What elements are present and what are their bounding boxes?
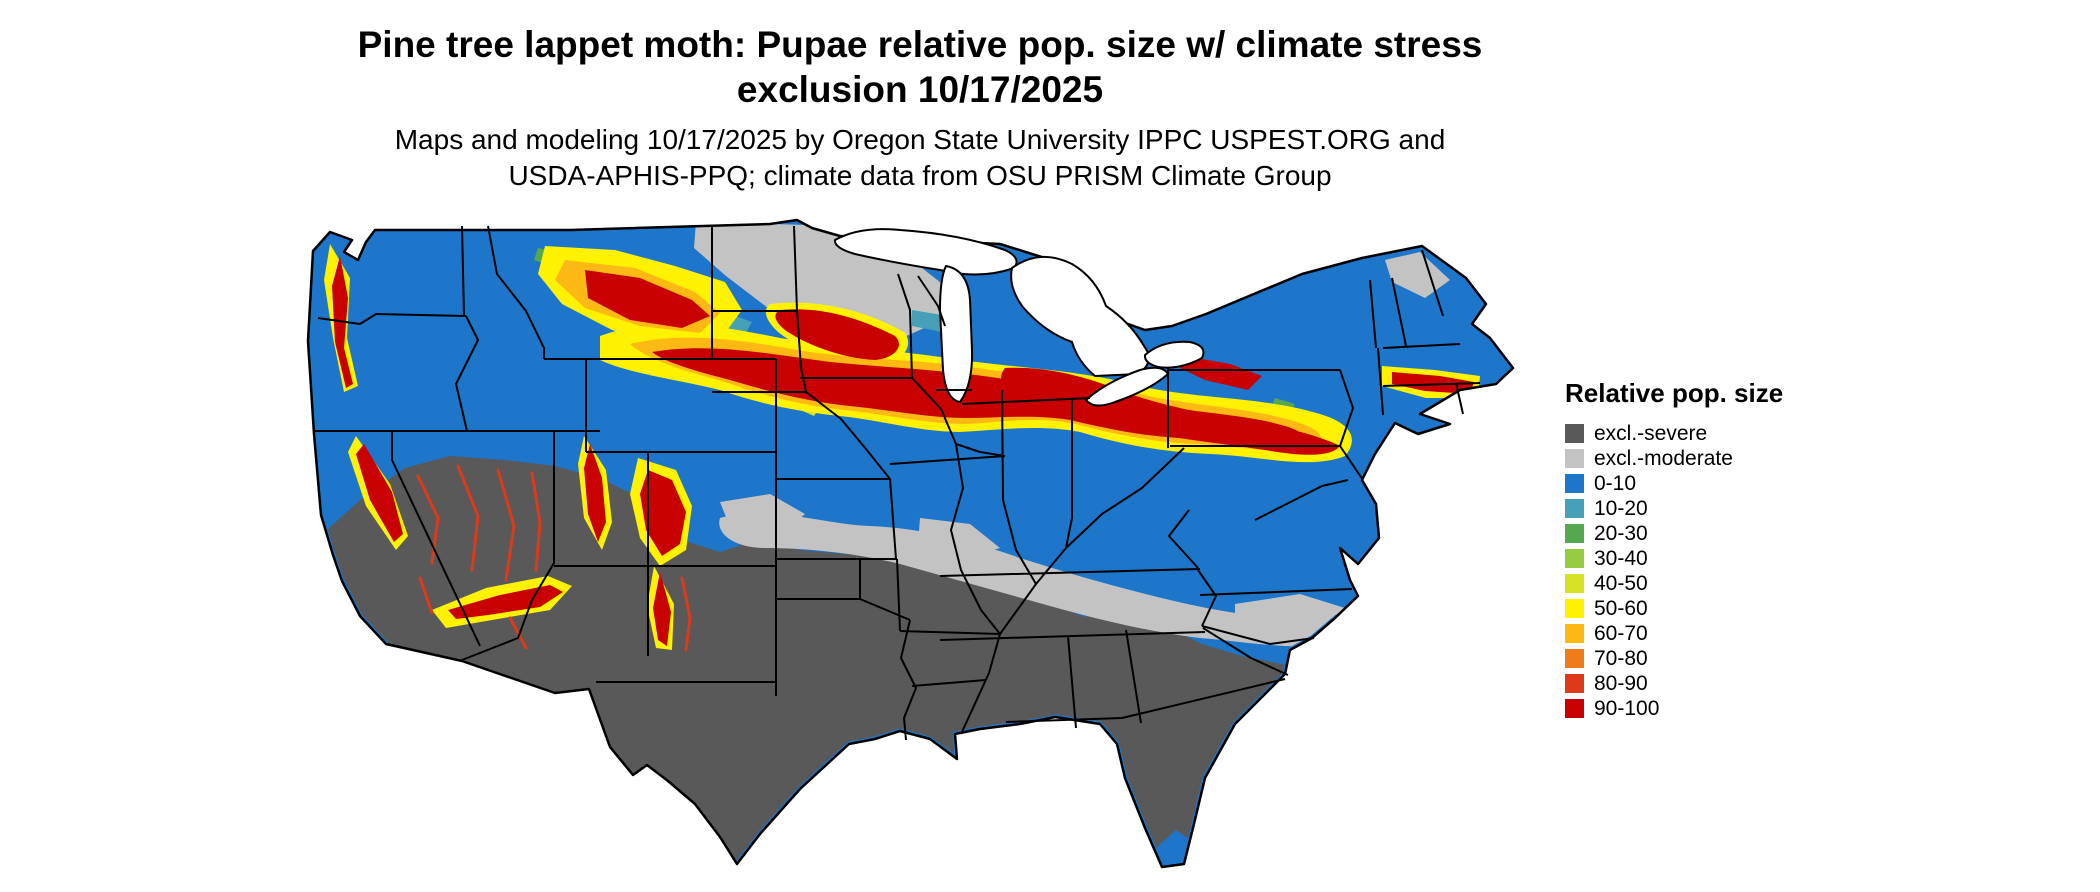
legend-swatch-60-70: [1565, 624, 1584, 643]
page-title: Pine tree lappet moth: Pupae relative po…: [120, 22, 1720, 112]
great-lakes: [833, 228, 1205, 407]
legend-swatch-70-80: [1565, 649, 1584, 668]
legend-item: 40-50: [1565, 571, 1783, 596]
legend-label: 70-80: [1594, 646, 1648, 670]
legend-swatch-80-90: [1565, 674, 1584, 693]
legend-label: 10-20: [1594, 496, 1648, 520]
legend-swatch-30-40: [1565, 549, 1584, 568]
state-borders-plains: [712, 225, 1001, 741]
title-line-2: exclusion 10/17/2025: [736, 69, 1104, 111]
legend-swatch-90-100: [1565, 699, 1584, 718]
us-map: [306, 218, 1515, 869]
state-borders-midwest-south: [800, 273, 1353, 735]
legend-swatch-50-60: [1565, 599, 1584, 618]
legend-swatch-20-30: [1565, 524, 1584, 543]
region-excl-moderate-transition: [719, 252, 1450, 647]
legend-item: excl.-severe: [1565, 421, 1783, 446]
legend-swatch-40-50: [1565, 574, 1584, 593]
subtitle-line-2: USDA-APHIS-PPQ; climate data from OSU PR…: [508, 160, 1332, 192]
region-florida-tip-0-10: [1156, 830, 1190, 867]
legend-label: 20-30: [1594, 521, 1648, 545]
legend-swatch-excl-severe: [1565, 424, 1584, 443]
legend-swatch-excl-moderate: [1565, 449, 1584, 468]
legend-label: 80-90: [1594, 671, 1648, 695]
legend-label: 50-60: [1594, 596, 1648, 620]
state-borders: [314, 225, 1481, 741]
legend-item: 70-80: [1565, 646, 1783, 671]
legend-item: 30-40: [1565, 546, 1783, 571]
legend-title: Relative pop. size: [1565, 378, 1784, 408]
legend-item: 60-70: [1565, 621, 1783, 646]
legend-label: excl.-severe: [1594, 421, 1708, 445]
legend-label: 90-100: [1594, 696, 1660, 720]
legend-label: excl.-moderate: [1594, 446, 1733, 470]
title-line-1: Pine tree lappet moth: Pupae relative po…: [357, 24, 1483, 65]
legend-item: 80-90: [1565, 671, 1783, 696]
legend-label: 30-40: [1594, 546, 1648, 570]
legend-item: 20-30: [1565, 521, 1783, 546]
legend-label: 0-10: [1594, 471, 1637, 495]
page-subtitle: Maps and modeling 10/17/2025 by Oregon S…: [120, 122, 1720, 195]
region-80-90-ridges: [416, 464, 692, 652]
legend-item: 0-10: [1565, 471, 1783, 496]
legend-label: 60-70: [1594, 621, 1648, 645]
legend-item: excl.-moderate: [1565, 446, 1783, 471]
state-borders-northeast: [1168, 249, 1481, 521]
map-legend: Relative pop. size excl.-severe excl.-mo…: [1565, 378, 1783, 721]
legend-item: 10-20: [1565, 496, 1783, 521]
legend-item: 50-60: [1565, 596, 1783, 621]
region-90-100-red: [332, 256, 1474, 646]
legend-item: 90-100: [1565, 696, 1783, 721]
legend-label: 40-50: [1594, 571, 1648, 595]
subtitle-line-1: Maps and modeling 10/17/2025 by Oregon S…: [394, 124, 1446, 155]
region-10-20-patch: [912, 310, 948, 332]
state-borders-west: [314, 225, 777, 696]
legend-swatch-10-20: [1565, 499, 1584, 518]
legend-swatch-0-10: [1565, 474, 1584, 493]
lake-michigan: [938, 264, 974, 404]
lake-ontario: [1143, 340, 1205, 369]
